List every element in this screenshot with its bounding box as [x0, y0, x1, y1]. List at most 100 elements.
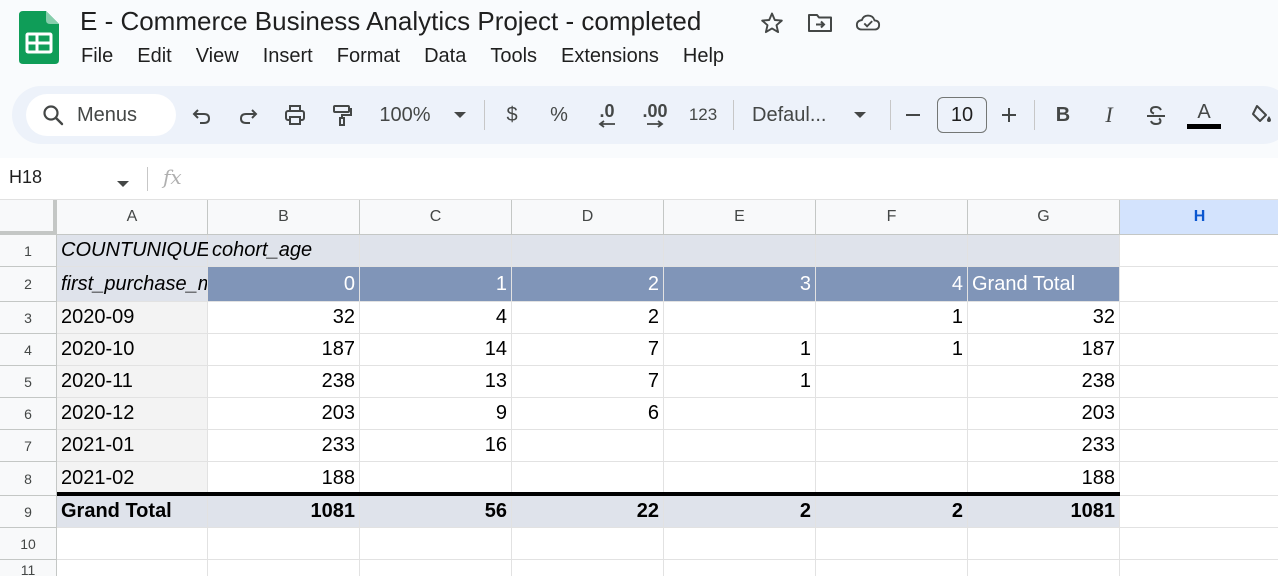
zoom-select[interactable]: 100% — [374, 95, 436, 135]
percent-format-button[interactable]: % — [545, 95, 573, 135]
pivot-row-label[interactable]: 2020-11 — [57, 366, 208, 398]
name-box-dropdown-icon[interactable] — [116, 175, 130, 193]
menu-format[interactable]: Format — [336, 45, 401, 67]
pivot-value-cell[interactable]: 1 — [816, 302, 968, 334]
pivot-column-header-cell[interactable]: 0 — [208, 267, 360, 302]
fill-color-icon[interactable] — [1248, 95, 1276, 135]
strikethrough-icon[interactable] — [1142, 95, 1170, 135]
bold-button[interactable]: B — [1050, 95, 1076, 135]
pivot-value-cell[interactable]: 16 — [360, 430, 512, 462]
pivot-header-cell[interactable] — [968, 235, 1120, 267]
pivot-value-cell[interactable]: 187 — [208, 334, 360, 366]
pivot-row-total[interactable]: 233 — [968, 430, 1120, 462]
pivot-value-cell[interactable] — [664, 430, 816, 462]
pivot-value-cell[interactable]: 7 — [512, 334, 664, 366]
font-dropdown-icon[interactable] — [850, 95, 870, 135]
pivot-value-cell[interactable] — [664, 302, 816, 334]
pivot-value-cell[interactable]: 9 — [360, 398, 512, 430]
empty-cell[interactable] — [512, 528, 664, 560]
empty-cell[interactable] — [968, 560, 1120, 576]
pivot-row-label[interactable]: 2020-09 — [57, 302, 208, 334]
pivot-value-cell[interactable] — [816, 398, 968, 430]
pivot-column-field-cell[interactable]: cohort_age — [208, 235, 360, 267]
column-header-d[interactable]: D — [512, 200, 664, 235]
undo-icon[interactable] — [188, 95, 216, 135]
menu-data[interactable]: Data — [424, 45, 467, 67]
paint-format-icon[interactable] — [328, 95, 356, 135]
row-header-3[interactable]: 3 — [0, 302, 57, 334]
pivot-value-cell[interactable]: 188 — [208, 462, 360, 496]
empty-cell[interactable] — [1120, 560, 1278, 576]
text-color-button[interactable]: A — [1186, 95, 1222, 135]
empty-cell[interactable] — [57, 528, 208, 560]
empty-cell[interactable] — [1120, 267, 1278, 302]
menu-edit[interactable]: Edit — [137, 45, 172, 67]
column-header-a[interactable]: A — [57, 200, 208, 235]
pivot-value-cell[interactable] — [664, 398, 816, 430]
pivot-value-cell[interactable]: 13 — [360, 366, 512, 398]
pivot-grand-total-cell[interactable]: 2 — [664, 496, 816, 528]
empty-cell[interactable] — [1120, 366, 1278, 398]
pivot-value-cell[interactable] — [512, 462, 664, 496]
pivot-value-cell[interactable]: 14 — [360, 334, 512, 366]
pivot-column-header-cell[interactable]: 1 — [360, 267, 512, 302]
empty-cell[interactable] — [1120, 398, 1278, 430]
pivot-title-cell[interactable]: COUNTUNIQUE — [57, 235, 210, 267]
menu-view[interactable]: View — [195, 45, 239, 67]
empty-cell[interactable] — [816, 560, 968, 576]
decrease-decimal-button[interactable]: .0 — [590, 95, 624, 135]
pivot-value-cell[interactable] — [816, 366, 968, 398]
pivot-row-total[interactable]: 187 — [968, 334, 1120, 366]
increase-decimal-button[interactable]: .00 — [636, 95, 674, 135]
pivot-row-total[interactable]: 188 — [968, 462, 1120, 496]
pivot-header-cell[interactable] — [664, 235, 816, 267]
star-icon[interactable] — [759, 10, 785, 36]
select-all-corner[interactable] — [0, 200, 57, 235]
move-to-folder-icon[interactable] — [807, 10, 833, 36]
decrease-font-size-icon[interactable] — [900, 95, 926, 135]
spreadsheet-grid[interactable]: A B C D E F G H 1 2 3 4 5 6 7 8 9 10 11 COUNTUNIQUE cohort_a… — [0, 200, 1278, 576]
font-select[interactable]: Defaul... — [752, 95, 842, 135]
pivot-value-cell[interactable] — [360, 462, 512, 496]
pivot-row-label[interactable]: 2021-02 — [57, 462, 208, 496]
pivot-value-cell[interactable]: 7 — [512, 366, 664, 398]
column-header-b[interactable]: B — [208, 200, 360, 235]
pivot-row-label[interactable]: 2020-10 — [57, 334, 208, 366]
column-header-h[interactable]: H — [1120, 200, 1278, 235]
column-header-c[interactable]: C — [360, 200, 512, 235]
empty-cell[interactable] — [360, 560, 512, 576]
pivot-row-field-cell[interactable]: first_purchase_m — [57, 267, 208, 302]
row-header-9[interactable]: 9 — [0, 496, 57, 528]
cloud-saved-icon[interactable] — [855, 10, 881, 36]
pivot-value-cell[interactable]: 6 — [512, 398, 664, 430]
pivot-row-total[interactable]: 32 — [968, 302, 1120, 334]
pivot-value-cell[interactable]: 1 — [664, 366, 816, 398]
pivot-value-cell[interactable]: 4 — [360, 302, 512, 334]
pivot-column-header-cell[interactable]: 4 — [816, 267, 968, 302]
pivot-value-cell[interactable] — [816, 462, 968, 496]
pivot-column-header-cell[interactable]: 3 — [664, 267, 816, 302]
empty-cell[interactable] — [1120, 496, 1278, 528]
menu-tools[interactable]: Tools — [490, 45, 538, 67]
empty-cell[interactable] — [1120, 528, 1278, 560]
font-size-input[interactable]: 10 — [937, 97, 987, 133]
pivot-row-label[interactable]: 2021-01 — [57, 430, 208, 462]
pivot-row-label[interactable]: 2020-12 — [57, 398, 208, 430]
column-header-e[interactable]: E — [664, 200, 816, 235]
sheets-logo-icon[interactable] — [19, 11, 59, 64]
pivot-value-cell[interactable] — [816, 430, 968, 462]
empty-cell[interactable] — [512, 560, 664, 576]
italic-button[interactable]: I — [1096, 95, 1122, 135]
pivot-grand-total-label[interactable]: Grand Total — [57, 496, 208, 528]
empty-cell[interactable] — [1120, 430, 1278, 462]
pivot-grand-total-cell[interactable]: 2 — [816, 496, 968, 528]
pivot-value-cell[interactable]: 1 — [816, 334, 968, 366]
row-header-11[interactable]: 11 — [0, 560, 57, 576]
empty-cell[interactable] — [360, 528, 512, 560]
pivot-row-total[interactable]: 203 — [968, 398, 1120, 430]
pivot-grand-total-cell[interactable]: 1081 — [208, 496, 360, 528]
empty-cell[interactable] — [1120, 235, 1278, 267]
empty-cell[interactable] — [1120, 334, 1278, 366]
pivot-grand-total-value[interactable]: 1081 — [968, 496, 1120, 528]
pivot-value-cell[interactable]: 1 — [664, 334, 816, 366]
